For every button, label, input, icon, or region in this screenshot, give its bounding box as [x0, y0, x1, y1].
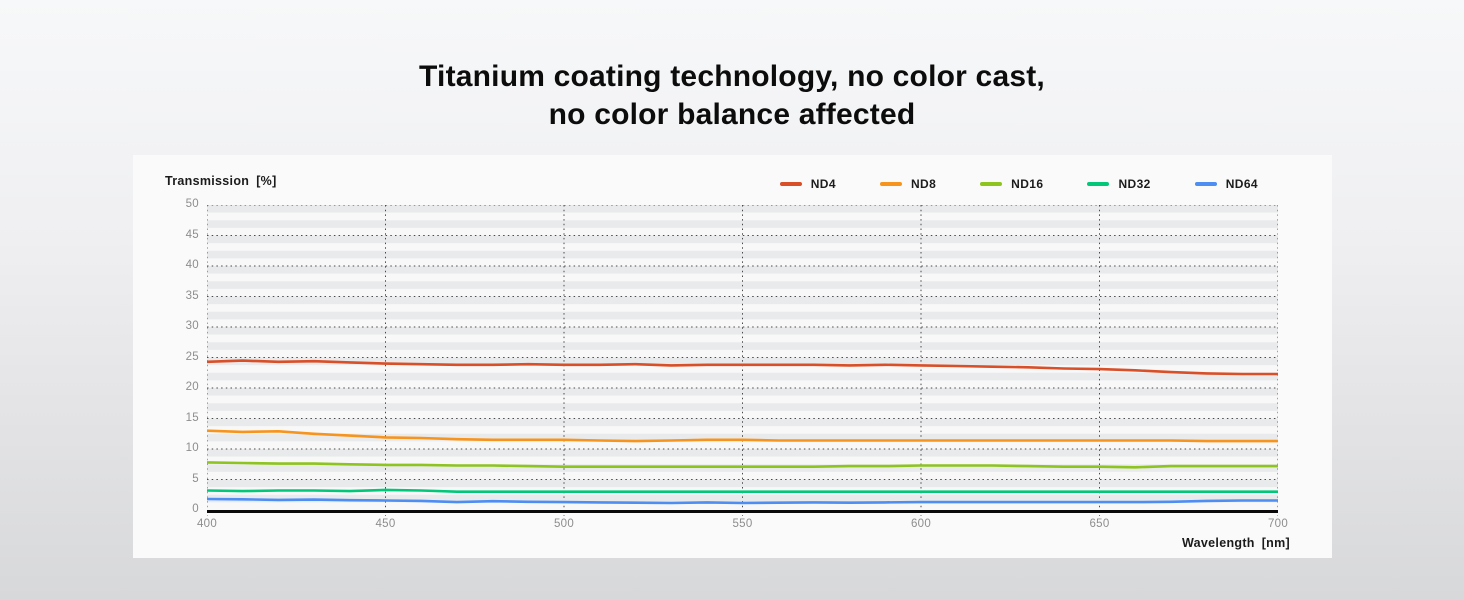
- legend-label-nd64: ND64: [1225, 177, 1258, 191]
- series-line-nd32: [207, 488, 1278, 494]
- chart-legend: ND4 ND8 ND16 ND32 ND64: [779, 177, 1258, 191]
- legend-swatch-nd32: [1087, 182, 1110, 186]
- legend-item-nd4: ND4: [779, 177, 836, 191]
- x-axis-title-text: Wavelength: [1182, 536, 1255, 550]
- background-stripe: [207, 388, 1278, 396]
- legend-label-nd32: ND32: [1118, 177, 1151, 191]
- transmission-chart-card: Transmission [%] ND4 ND8 ND16 ND32 ND64 50 45 4…: [133, 155, 1332, 558]
- series-line-nd8: [207, 429, 1278, 443]
- legend-item-nd32: ND32: [1087, 177, 1150, 191]
- background-stripe: [207, 250, 1278, 259]
- background-stripe: [207, 311, 1278, 320]
- legend-swatch-nd16: [980, 182, 1003, 186]
- x-axis-line: [207, 510, 1278, 513]
- legend-item-nd8: ND8: [879, 177, 937, 191]
- legend-swatch-nd8: [879, 182, 902, 186]
- x-axis-unit: [nm]: [1261, 536, 1290, 550]
- background-stripe: [207, 464, 1278, 472]
- legend-swatch-nd64: [1194, 182, 1217, 186]
- background-stripe: [207, 205, 1278, 213]
- x-tick-label-650: 650: [1089, 518, 1110, 530]
- legend-label-nd4: ND4: [810, 177, 836, 191]
- y-tick-label-25: 25: [185, 350, 199, 363]
- y-tick-label-20: 20: [185, 381, 199, 393]
- background-stripe: [207, 266, 1278, 274]
- y-tick-label-5: 5: [192, 472, 199, 485]
- x-axis-title: Wavelength [nm]: [1182, 536, 1290, 550]
- legend-item-nd64: ND64: [1194, 177, 1258, 191]
- line-chart-plot-area: [207, 205, 1278, 516]
- x-tick-label-550: 550: [732, 518, 753, 530]
- series-line-nd4: [207, 359, 1278, 376]
- background-stripe: [207, 327, 1278, 335]
- background-stripe: [207, 449, 1278, 457]
- x-tick-label-600: 600: [910, 518, 932, 530]
- page-title: Titanium coating technology, no color ca…: [0, 58, 1464, 134]
- series-line-nd64: [207, 497, 1278, 505]
- y-tick-label-50: 50: [185, 198, 199, 210]
- y-tick-label-15: 15: [185, 411, 199, 424]
- y-tick-label-45: 45: [185, 228, 199, 241]
- y-tick-label-35: 35: [185, 289, 199, 302]
- page-title-line-1: Titanium coating technology, no color ca…: [419, 60, 1045, 93]
- x-tick-label-450: 450: [375, 518, 396, 530]
- legend-item-nd16: ND16: [980, 177, 1043, 191]
- y-axis-title: Transmission [%]: [165, 174, 277, 188]
- background-stripe: [207, 494, 1278, 503]
- legend-swatch-nd4: [779, 182, 802, 186]
- x-tick-label-500: 500: [553, 518, 575, 530]
- background-stripe: [207, 372, 1278, 381]
- legend-label-nd8: ND8: [910, 177, 937, 191]
- y-tick-label-10: 10: [185, 442, 199, 454]
- series-line-nd16: [207, 461, 1278, 469]
- y-tick-label-40: 40: [185, 259, 199, 271]
- y-axis-unit: [%]: [256, 174, 277, 188]
- x-tick-label-700: 700: [1267, 518, 1289, 530]
- background-stripe: [207, 403, 1278, 411]
- y-axis-title-text: Transmission: [165, 174, 250, 188]
- y-tick-label-0: 0: [192, 503, 199, 515]
- x-tick-label-400: 400: [196, 518, 218, 530]
- legend-label-nd16: ND16: [1011, 177, 1044, 191]
- y-tick-label-30: 30: [185, 320, 199, 332]
- background-stripe: [207, 433, 1278, 442]
- page-title-line-2: no color balance affected: [548, 98, 916, 131]
